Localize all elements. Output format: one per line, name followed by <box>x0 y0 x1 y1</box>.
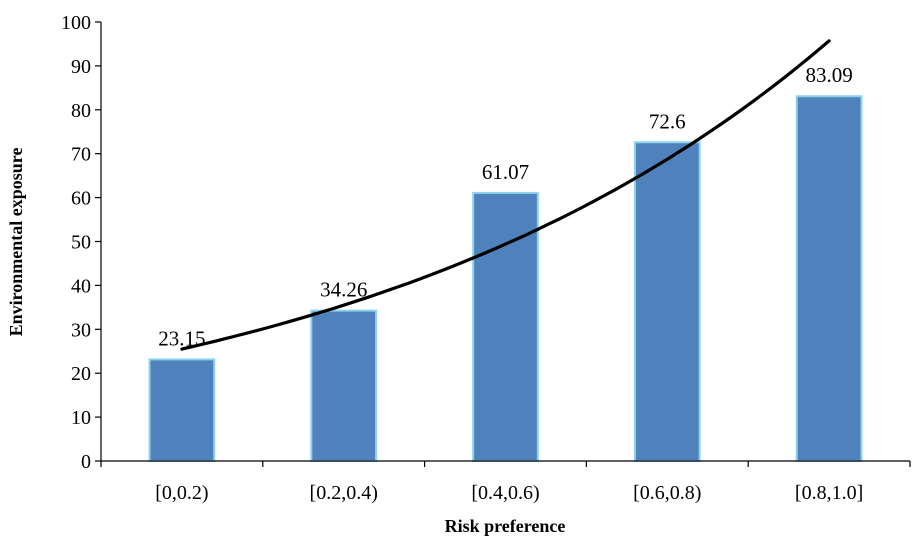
y-tick-label: 80 <box>71 100 91 122</box>
y-tick-label: 30 <box>71 319 91 341</box>
y-tick-label: 0 <box>81 451 91 473</box>
x-tick-label: [0.4,0.6) <box>471 482 539 504</box>
bar <box>633 141 701 462</box>
y-tick-label: 40 <box>71 275 91 297</box>
x-tick-label: [0.8,1.0] <box>795 482 863 504</box>
y-tick-label: 70 <box>71 144 91 166</box>
bar <box>472 191 539 462</box>
y-axis-ticks: 0 10 20 30 40 50 60 70 80 90 100 <box>61 12 101 473</box>
x-tick-label: [0.2,0.4) <box>310 482 378 504</box>
data-label: 83.09 <box>805 63 852 87</box>
x-tick-label: [0,0.2) <box>155 482 208 504</box>
data-label: 72.6 <box>649 109 686 133</box>
y-tick-label: 90 <box>71 56 91 78</box>
y-tick-label: 20 <box>71 363 91 385</box>
y-tick-label: 50 <box>71 232 91 254</box>
trendline <box>180 39 831 351</box>
bar <box>795 95 863 463</box>
y-axis-title: Environmental exposure <box>6 148 26 337</box>
data-labels: 23.15 34.26 61.07 72.6 83.09 <box>158 63 852 350</box>
data-label: 34.26 <box>320 278 367 302</box>
y-tick-label: 100 <box>61 12 91 34</box>
y-tick-label: 60 <box>71 188 91 210</box>
bar <box>310 309 378 462</box>
x-axis-title: Risk preference <box>445 516 566 536</box>
bars <box>148 95 863 463</box>
y-tick-label: 10 <box>71 407 91 429</box>
x-tick-label: [0.6,0.8) <box>633 482 701 504</box>
data-label: 61.07 <box>482 160 529 184</box>
data-label: 23.15 <box>158 326 205 350</box>
bar <box>148 358 216 462</box>
x-axis-ticks: [0,0.2) [0.2,0.4) [0.4,0.6) [0.6,0.8) [0.8,1… <box>100 461 911 504</box>
